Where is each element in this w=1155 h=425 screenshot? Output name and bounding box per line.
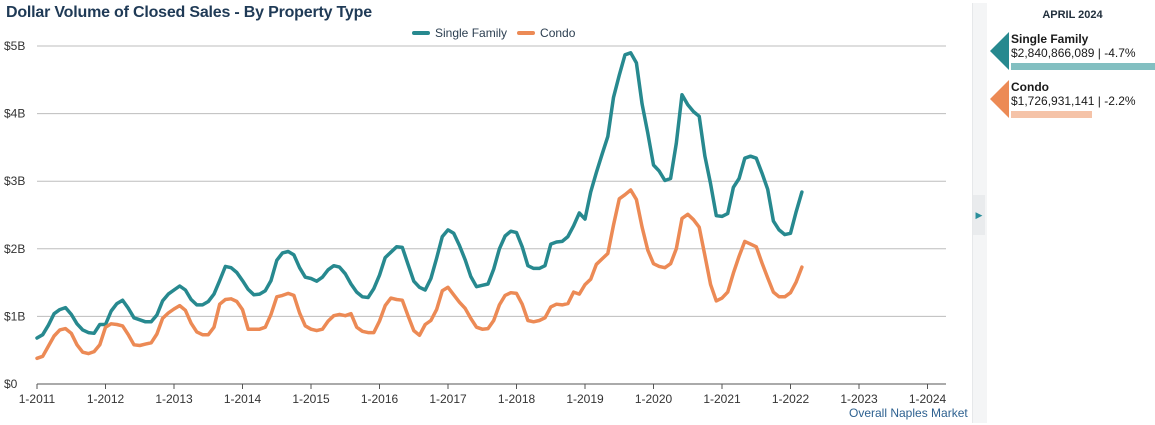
x-tick-label: 1-2019 xyxy=(566,392,604,406)
y-tick-label: $1B xyxy=(4,309,25,323)
y-tick-label: $4B xyxy=(4,107,25,121)
x-tick-label: 1-2014 xyxy=(224,392,262,406)
x-tick-label: 1-2015 xyxy=(292,392,330,406)
series-line-condo xyxy=(35,188,804,361)
x-tick-label: 1-2016 xyxy=(361,392,399,406)
panel-item-bar xyxy=(1011,111,1092,118)
x-tick-label: 1-2012 xyxy=(87,392,125,406)
panel-item-value: $2,840,866,089 | -4.7% xyxy=(1011,46,1136,60)
y-tick-label: $5B xyxy=(4,39,25,53)
legend-item-condo[interactable]: Condo xyxy=(517,26,575,40)
y-tick-label: $3B xyxy=(4,174,25,188)
chart-plot: $0 $1B $2B $3B $4B $5B 1-2011 1-2012 1-2013 1-201… xyxy=(4,39,947,406)
y-tick-label: $0 xyxy=(4,377,18,391)
legend-item-single-family[interactable]: Single Family xyxy=(412,26,507,40)
side-panel: APRIL 2024 Single Family $2,840,866,089 … xyxy=(990,0,1155,425)
panel-item-bar xyxy=(1011,63,1155,70)
x-tick-label: 1-2023 xyxy=(840,392,878,406)
legend-label-condo: Condo xyxy=(540,26,576,40)
x-tick-label: 1-2024 xyxy=(909,392,947,406)
legend-label-single-family: Single Family xyxy=(435,26,508,40)
x-tick-label: 1-2011 xyxy=(19,392,56,406)
x-tick-label: 1-2020 xyxy=(635,392,673,406)
chart-title: Dollar Volume of Closed Sales - By Prope… xyxy=(6,4,372,21)
x-tick-label: 1-2021 xyxy=(703,392,741,406)
x-tick-label: 1-2017 xyxy=(429,392,467,406)
market-label: Overall Naples Market xyxy=(849,406,968,420)
x-tick-label: 1-2018 xyxy=(498,392,536,406)
x-tick-label: 1-2022 xyxy=(772,392,810,406)
panel-period: APRIL 2024 xyxy=(1042,9,1103,21)
arrow-left-icon xyxy=(990,80,1009,118)
panel-item-name: Condo xyxy=(1011,80,1049,94)
panel-item-condo[interactable]: Condo $1,726,931,141 | -2.2% xyxy=(990,80,1155,128)
legend: Single Family Condo xyxy=(412,26,585,40)
legend-swatch-condo xyxy=(517,31,536,35)
arrow-left-icon xyxy=(990,32,1009,70)
series-line-single-family xyxy=(35,51,804,340)
legend-swatch-single-family xyxy=(412,31,430,35)
x-tick-label: 1-2013 xyxy=(155,392,193,406)
y-tick-label: $2B xyxy=(4,242,25,256)
chevron-right-icon: ▶ xyxy=(975,209,983,220)
panel-item-name: Single Family xyxy=(1011,32,1089,46)
panel-toggle-button[interactable]: ▶ xyxy=(973,195,985,235)
panel-item-value: $1,726,931,141 | -2.2% xyxy=(1011,94,1136,108)
panel-item-single-family[interactable]: Single Family $2,840,866,089 | -4.7% xyxy=(990,32,1155,80)
